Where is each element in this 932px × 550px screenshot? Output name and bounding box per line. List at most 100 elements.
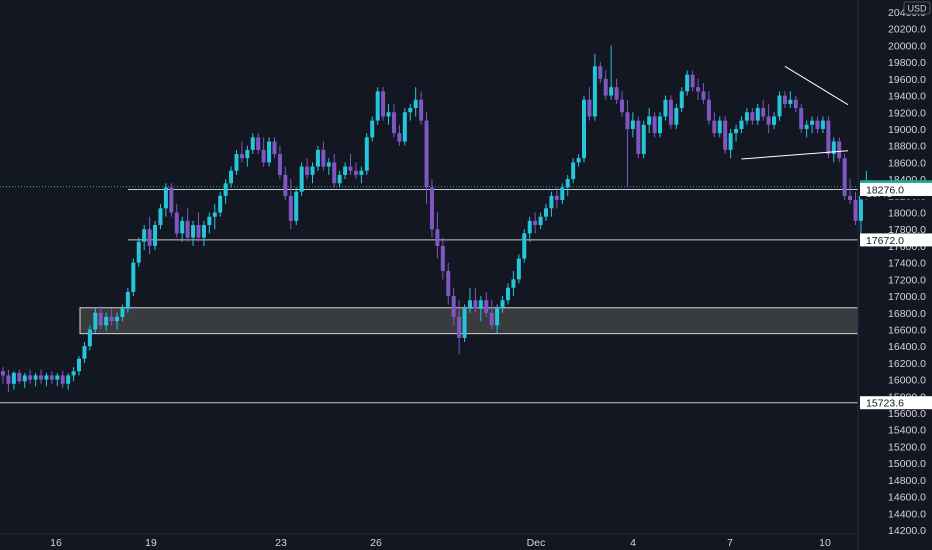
candle (39, 369, 44, 384)
candle-body (734, 128, 739, 134)
candle-body (837, 141, 842, 159)
candle-body (630, 120, 635, 129)
candle (77, 356, 82, 376)
candle (522, 229, 527, 263)
candle (467, 287, 472, 313)
candle (842, 154, 847, 200)
candle-body (55, 375, 60, 380)
candle-body (582, 99, 587, 159)
candle (343, 162, 348, 180)
candle-body (533, 220, 538, 226)
time-axis[interactable]: 16 19 23 26 Dec 4 7 10 (50, 537, 831, 549)
candle (533, 212, 538, 234)
candle-body (554, 195, 559, 200)
candle (93, 308, 98, 334)
candle (462, 304, 467, 343)
candle (810, 116, 815, 134)
price-label-level: 17672.0 (860, 233, 932, 247)
candle (223, 179, 228, 205)
candle-body (131, 262, 136, 292)
currency-badge-box (903, 1, 931, 15)
candle (381, 87, 386, 121)
candle (413, 87, 418, 117)
candle (239, 141, 244, 163)
candle (196, 212, 201, 242)
candle (191, 220, 196, 246)
candle-body (71, 371, 76, 376)
candle (625, 99, 630, 188)
candle (82, 342, 87, 363)
candle-body (337, 174, 342, 184)
candle (386, 103, 391, 125)
candle (706, 91, 711, 125)
candle (717, 116, 722, 138)
candle-body (261, 149, 266, 163)
candle-body (277, 154, 282, 175)
candle-body (782, 95, 787, 104)
candle (658, 112, 663, 138)
candle-body (772, 116, 777, 125)
candle-body (201, 225, 206, 238)
y-tick-label: 14800.0 (888, 475, 926, 487)
candle-body (136, 241, 141, 263)
candle-body (17, 372, 22, 382)
candle-body (712, 120, 717, 134)
candle (696, 78, 701, 100)
candle (147, 216, 152, 255)
candle (256, 133, 261, 155)
candle-body (717, 120, 722, 134)
candle-body (66, 375, 71, 384)
candle-body (321, 149, 326, 167)
candle-body (39, 375, 44, 380)
candle (397, 124, 402, 146)
candle (272, 137, 277, 159)
candle-body (364, 137, 369, 171)
y-tick-label: 16800.0 (888, 308, 926, 320)
candle-body (571, 162, 576, 180)
candle (55, 372, 60, 387)
candle (391, 103, 396, 138)
candle-body (11, 372, 16, 384)
candle-body (820, 120, 825, 129)
candle (71, 367, 76, 382)
candle-body (440, 245, 445, 271)
candle-body (115, 316, 120, 322)
candle (212, 204, 217, 230)
candle-body (527, 220, 532, 234)
candle-body (256, 137, 261, 150)
candle (712, 112, 717, 138)
candle-body (549, 195, 554, 209)
x-tick-label: Dec (527, 537, 546, 549)
candle (98, 306, 103, 330)
candle-body (799, 108, 804, 129)
candle-body (723, 120, 728, 150)
candle-body (679, 91, 684, 109)
candle-body (826, 120, 831, 155)
candle (207, 212, 212, 234)
candle (261, 137, 266, 167)
candle (647, 108, 652, 134)
candle (544, 204, 548, 221)
candle-body (848, 195, 853, 200)
candle-body (391, 112, 396, 134)
candle-body (353, 170, 358, 175)
candle (234, 149, 239, 175)
candle (636, 116, 641, 159)
candles (1, 45, 869, 393)
candle-body (267, 141, 272, 163)
candle-body (310, 166, 315, 175)
y-tick-label: 19000.0 (888, 124, 926, 136)
candle-body (153, 225, 158, 246)
currency-badge[interactable]: USD (903, 1, 931, 15)
candle-body (218, 195, 223, 213)
candle-body (147, 229, 152, 246)
candle (136, 237, 141, 267)
candle (500, 296, 505, 313)
candle (419, 91, 424, 125)
candle (294, 187, 299, 226)
candle (473, 287, 478, 313)
candle (402, 108, 407, 146)
candle (201, 220, 206, 246)
candle-body (174, 212, 179, 234)
